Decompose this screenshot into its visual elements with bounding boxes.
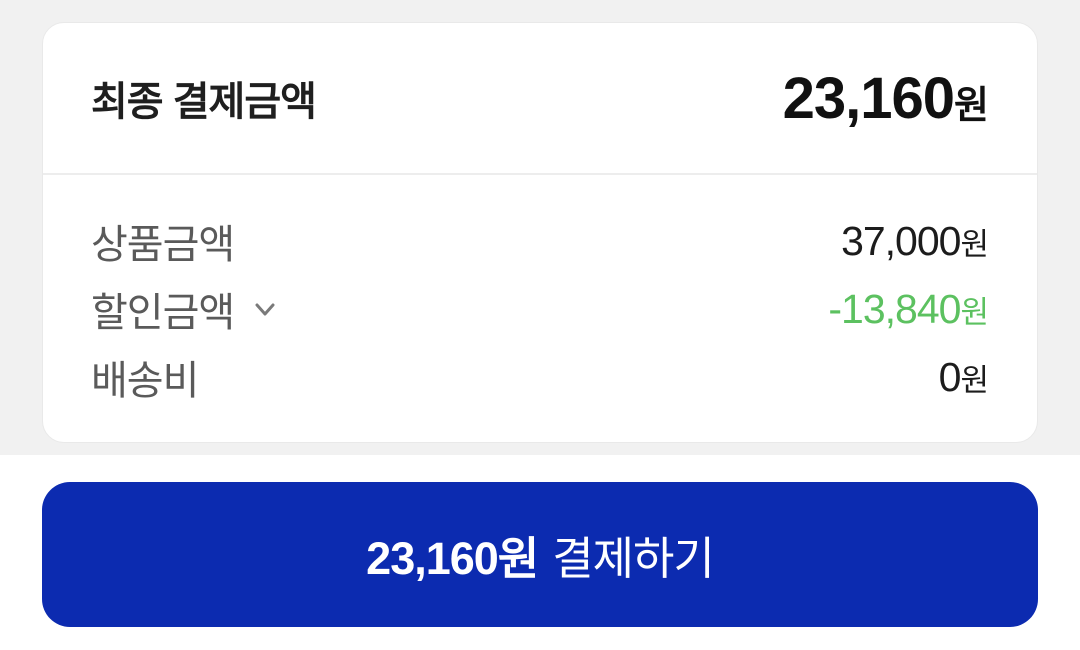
discount-value: -13,840 원 [828,285,989,332]
bottom-action-bar: 23,160원 결제하기 [0,455,1080,650]
pay-button-action: 결제하기 [552,533,715,584]
pay-button-amount: 23,160원 [366,533,539,584]
pay-button[interactable]: 23,160원 결제하기 [42,482,1038,627]
final-amount-row: 최종 결제금액 23,160 원 [43,23,1037,173]
shipping-fee-label: 배송비 [91,359,199,403]
final-amount-value: 23,160 원 [783,65,989,132]
final-amount-currency: 원 [954,84,989,127]
price-breakdown-list: 상품금액 37,000 원 할인금액 -13,840 원 [43,175,1037,411]
final-amount-label: 최종 결제금액 [91,80,317,124]
product-price-value: 37,000 원 [841,217,989,264]
product-price-row: 상품금액 37,000 원 [91,207,989,275]
discount-toggle[interactable]: 할인금액 [91,280,282,338]
discount-row: 할인금액 -13,840 원 [91,275,989,343]
final-amount-number: 23,160 [782,65,955,131]
product-price-label: 상품금액 [91,223,235,267]
payment-summary-section: 최종 결제금액 23,160 원 상품금액 37,000 원 할인금액 [0,0,1080,455]
chevron-down-icon[interactable] [248,292,282,326]
discount-label: 할인금액 [91,291,235,335]
payment-summary-card: 최종 결제금액 23,160 원 상품금액 37,000 원 할인금액 [42,22,1038,443]
card-divider [43,173,1037,175]
